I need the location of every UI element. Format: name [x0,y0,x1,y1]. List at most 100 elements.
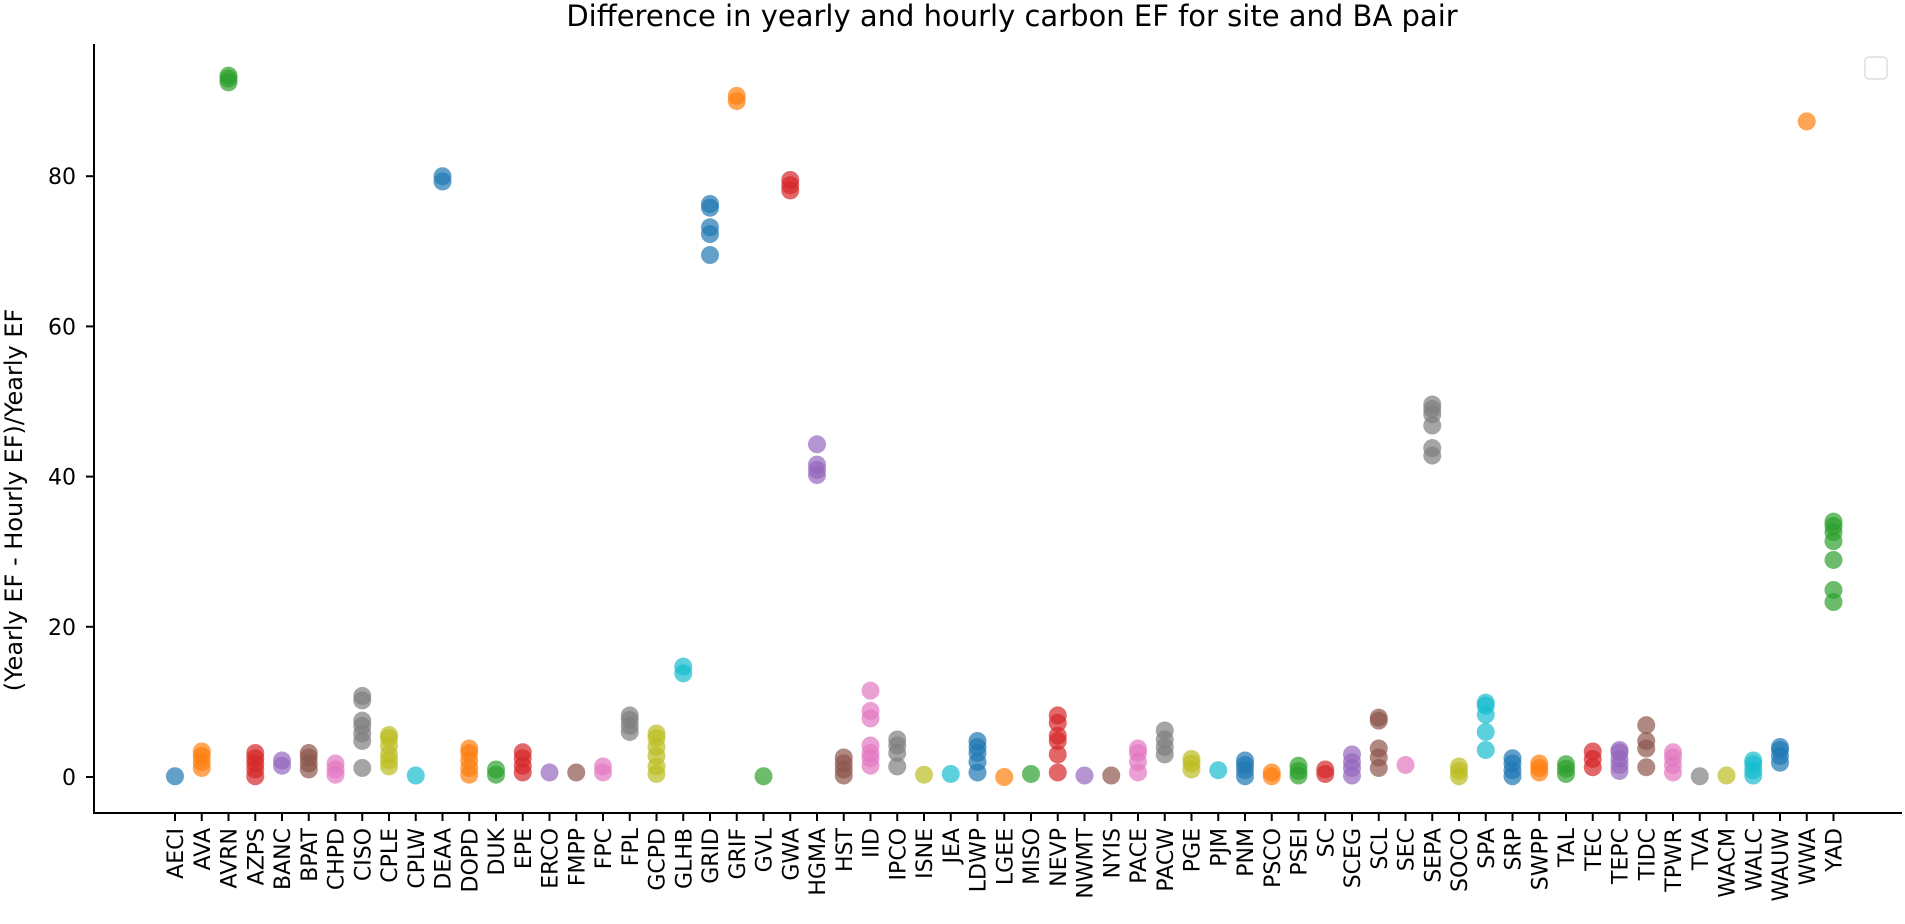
data-point [701,194,719,213]
x-tick-label: PNM [1234,828,1259,877]
data-point [1209,761,1228,780]
series-ava [192,742,211,777]
series-sepa [1423,395,1442,465]
series-cplw [406,766,425,785]
x-tick-label: WAUW [1769,828,1794,902]
data-point [1048,726,1067,745]
data-point [1583,742,1602,761]
plot-area: 0 20 40 60 80 AECI AVA AVRN AZPS BANC BPAT CHPD CISO… [48,66,1848,902]
series-nwmt [1075,766,1094,785]
series-glhb [674,657,693,683]
x-tick-label: MISO [1020,828,1045,885]
x-tick-label: GLHB [672,828,697,889]
data-point [1262,763,1281,782]
series-psco [1262,763,1281,786]
series-nyis [1102,766,1121,785]
data-point [1423,439,1442,458]
series-miso [1022,764,1040,783]
x-tick-label: BPAT [298,827,323,881]
series-tal [1557,755,1575,783]
data-point [406,766,425,785]
data-point [1155,721,1174,740]
series-aeci [166,767,184,786]
data-point [166,767,184,786]
data-point [1182,749,1201,768]
series-pjm [1209,761,1228,780]
x-tick-label: HGMA [806,828,831,896]
series-iid [861,681,880,775]
x-tick-label: LDWP [967,828,992,892]
series-wwa [1797,112,1816,131]
series-bpat [299,743,318,779]
data-point [1450,757,1468,776]
data-point [1530,754,1549,773]
series-sc [1316,760,1335,783]
x-tick-label: TEC [1582,828,1607,872]
series-tidc [1637,716,1656,777]
x-tick-label: FMPP [565,828,590,886]
series-pnm [1236,751,1254,786]
data-point [808,455,826,474]
series-pacw [1155,721,1174,764]
x-tick-label: GVL [753,827,778,872]
series-tva [1690,767,1709,786]
data-point [727,86,746,105]
data-point [299,743,318,762]
data-point [1690,767,1709,786]
x-tick-label: SRP [1502,828,1527,871]
series-swpp [1530,754,1549,782]
series-yad [1824,512,1843,612]
series-gvl [754,767,773,786]
data-point [353,686,372,705]
data-point [1289,756,1308,775]
data-point [1369,739,1388,758]
data-point [1369,708,1388,727]
data-point [513,743,532,762]
x-tick-label: SOCO [1448,828,1473,892]
y-axis-label: (Yearly EF - Hourly EF)/Yearly EF [0,309,28,692]
x-tick-label: TVA [1689,828,1714,871]
data-point [1610,740,1629,759]
series-banc [273,751,291,775]
x-tick-label: PSEI [1288,828,1313,876]
series-ldwp [968,731,987,782]
series-deaa [433,167,452,191]
y-tick-label: 0 [62,766,76,791]
series-fpl [620,706,639,741]
data-point [674,657,693,676]
data-point [701,246,719,265]
series-chpd [326,754,345,784]
series-srp [1503,749,1522,786]
y-tick-label: 60 [48,315,76,340]
series-epe [513,743,532,782]
series-soco [1450,757,1468,786]
x-tick-label: NEVP [1047,828,1072,887]
data-point [1102,766,1121,785]
series-azps [246,743,265,786]
series-tec [1583,742,1602,777]
x-tick-label: LGEE [993,828,1018,885]
x-tick-label: IID [860,828,885,858]
x-tick-label: FPL [619,827,644,866]
x-tick-label: GWA [779,828,804,881]
x-tick-label: TPWR [1662,828,1687,893]
data-point [968,731,987,750]
data-point [567,763,586,782]
data-point [915,765,933,784]
data-point [1744,751,1763,770]
data-point [1396,755,1415,774]
data-point [1129,739,1147,758]
data-point [701,218,719,237]
data-point [1048,763,1067,782]
data-point [1664,743,1682,762]
series-hst [834,748,853,785]
data-point [1637,758,1656,777]
x-tick-label: WWA [1796,828,1821,885]
x-tick-label: BANC [271,828,296,890]
x-tick-label: AVRN [218,828,243,888]
series-sec [1396,755,1415,774]
data-point [1637,716,1656,735]
x-tick-label: CPLE [378,828,403,883]
series-gcpd [647,724,666,783]
